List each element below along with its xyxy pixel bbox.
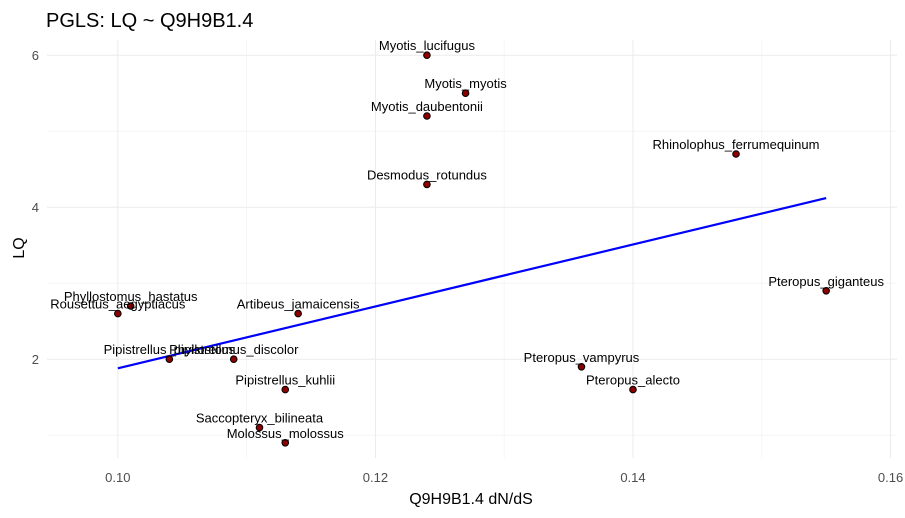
data-point bbox=[423, 112, 431, 120]
data-point bbox=[732, 150, 740, 158]
data-point bbox=[229, 355, 238, 364]
point-label: Pteropus_giganteus bbox=[768, 274, 884, 289]
y-tick-label: 2 bbox=[32, 352, 39, 367]
data-point bbox=[461, 89, 470, 97]
point-label: Pipistrellus_pipistrellus bbox=[104, 342, 236, 357]
point-label: Pteropus_alecto bbox=[586, 373, 680, 388]
fit-line-group bbox=[117, 197, 827, 370]
x-tick-label: 0.10 bbox=[105, 470, 130, 485]
data-point bbox=[294, 309, 302, 318]
point-label: Molossus_molossus bbox=[227, 426, 345, 441]
data-point bbox=[281, 439, 290, 447]
data-point bbox=[255, 423, 264, 432]
point-label: Desmodus_rotundus bbox=[367, 167, 487, 182]
x-axis-title: Q9H9B1.4 dN/dS bbox=[409, 491, 533, 508]
point-label: Phyllostomus_hastatus bbox=[64, 289, 198, 304]
data-point bbox=[165, 355, 174, 364]
point-label: Phyllostomus_discolor bbox=[169, 342, 299, 357]
chart-title: PGLS: LQ ~ Q9H9B1.4 bbox=[46, 10, 253, 32]
point-label: Rhinolophus_ferrumequinum bbox=[653, 137, 820, 152]
data-point bbox=[423, 51, 431, 60]
x-tick-label: 0.12 bbox=[363, 470, 388, 485]
point-labels-group: Myotis_lucifugus Myotis_myotis Myotis_daub… bbox=[50, 38, 884, 441]
point-label: Pteropus_vampyrus bbox=[524, 350, 640, 365]
data-point bbox=[281, 385, 290, 394]
point-label: Artibeus_jamaicensis bbox=[237, 297, 360, 312]
x-axis-ticks: 0.10 0.12 0.14 0.16 bbox=[105, 470, 903, 485]
point-label: Myotis_myotis bbox=[424, 76, 507, 91]
y-tick-label: 4 bbox=[32, 200, 39, 215]
point-label: Saccopteryx_bilineata bbox=[196, 411, 324, 426]
point-label: Rousettus_aegyptiacus bbox=[50, 297, 186, 312]
data-point bbox=[423, 180, 431, 189]
y-tick-label: 6 bbox=[32, 48, 39, 63]
data-point bbox=[822, 287, 830, 295]
point-label: Myotis_daubentonii bbox=[371, 99, 483, 114]
data-point bbox=[126, 302, 135, 310]
point-label: Myotis_lucifugus bbox=[379, 38, 476, 53]
y-axis-title: LQ bbox=[11, 237, 28, 258]
points-group bbox=[114, 51, 830, 447]
x-tick-label: 0.16 bbox=[878, 470, 903, 485]
data-point bbox=[629, 385, 637, 394]
regression-line bbox=[117, 197, 827, 370]
x-tick-label: 0.14 bbox=[620, 470, 645, 485]
point-label: Pipistrellus_kuhlii bbox=[235, 373, 335, 388]
y-axis-ticks: 2 4 6 bbox=[32, 48, 39, 367]
data-point bbox=[114, 309, 122, 318]
data-point bbox=[577, 363, 586, 371]
